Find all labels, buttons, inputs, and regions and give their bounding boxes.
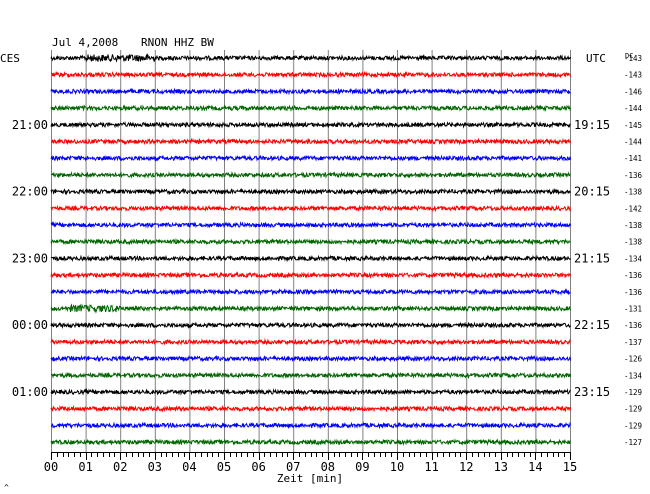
right-time-label: 22:15	[574, 318, 610, 332]
trace-row	[50, 254, 571, 263]
dc-offset-label: -136	[624, 271, 643, 280]
trace-row	[50, 204, 571, 213]
right-timezone-label: UTC	[586, 52, 606, 65]
trace-row	[50, 388, 571, 396]
x-tick-label: 03	[148, 460, 162, 474]
trace-row	[50, 337, 571, 346]
dc-offset-label: -145	[624, 121, 642, 130]
dc-offset-label: -134	[624, 254, 643, 263]
dc-offset-label: -144	[624, 138, 643, 147]
labels-layer: Jul 4,2008 RNON HHZ BW CES UTC DC Zeit […	[0, 36, 643, 492]
trace-row	[50, 137, 571, 146]
trace-row	[50, 303, 571, 314]
dc-offset-label: -127	[624, 438, 642, 447]
x-tick-label: 14	[528, 460, 542, 474]
right-time-label: 21:15	[574, 251, 610, 265]
trace-row	[50, 321, 571, 329]
dc-offset-label: -143	[624, 71, 642, 80]
trace-row	[51, 70, 571, 79]
right-time-label: 23:15	[574, 385, 610, 399]
left-time-label: 21:00	[12, 118, 48, 132]
dc-offset-label: -138	[624, 221, 643, 230]
dc-offset-label: -136	[624, 321, 643, 330]
x-tick-label: 05	[217, 460, 231, 474]
x-tick-label: 01	[78, 460, 92, 474]
grid-lines	[51, 50, 571, 452]
trace-row	[50, 187, 571, 196]
dc-offset-label: -141	[624, 154, 642, 163]
x-tick-label: 04	[182, 460, 196, 474]
right-time-label: 19:15	[574, 118, 610, 132]
seismic-traces	[50, 53, 571, 447]
x-tick-label: 08	[321, 460, 335, 474]
dc-offset-label: -138	[624, 238, 643, 247]
x-tick-label: 13	[494, 460, 508, 474]
dc-offset-label: -129	[624, 421, 642, 430]
trace-row	[50, 221, 571, 229]
left-time-label: 00:00	[12, 318, 48, 332]
dc-offset-label: -136	[624, 171, 643, 180]
x-tick-label: 06	[251, 460, 265, 474]
trace-row	[50, 53, 571, 63]
dc-offset-label: -129	[624, 388, 642, 397]
x-tick-label: 11	[424, 460, 438, 474]
x-tick-label: 00	[44, 460, 58, 474]
chart-station: RNON HHZ BW	[141, 36, 214, 49]
dc-offset-label: -138	[624, 188, 643, 197]
x-tick-label: 12	[459, 460, 473, 474]
dc-offset-label: -143	[624, 54, 642, 63]
x-axis: 00 01 02 03 04 05 06 07 08 09 10 11 12 13 14 15	[44, 452, 577, 474]
dc-offset-label: -136	[624, 288, 643, 297]
trace-row	[50, 104, 571, 112]
dc-offset-label: -144	[624, 104, 643, 113]
right-time-label: 20:15	[574, 185, 610, 199]
dc-offset-label: -126	[624, 355, 643, 364]
dc-offset-label: -129	[624, 405, 642, 414]
trace-row	[50, 421, 571, 430]
chart-date: Jul 4,2008	[52, 36, 118, 49]
x-tick-label: 02	[113, 460, 127, 474]
x-tick-label: 07	[286, 460, 300, 474]
trace-row	[50, 170, 571, 179]
trace-row	[50, 288, 571, 296]
dc-offset-label: -131	[624, 305, 642, 314]
dc-offset-label: -137	[624, 338, 642, 347]
x-tick-label: 10	[390, 460, 404, 474]
x-tick-label: 15	[563, 460, 577, 474]
left-time-label: 23:00	[12, 251, 48, 265]
trace-row	[50, 121, 571, 129]
left-timezone-label: CES	[0, 52, 20, 65]
dc-label: DC	[625, 52, 633, 60]
corner-mark: ^	[4, 483, 9, 492]
trace-row	[50, 438, 571, 447]
left-time-label: 01:00	[12, 385, 48, 399]
trace-row	[50, 354, 571, 363]
trace-row	[50, 371, 571, 380]
trace-row	[50, 87, 571, 96]
dc-offset-label: -146	[624, 87, 643, 96]
trace-row	[50, 271, 571, 280]
dc-offset-label: -142	[624, 204, 642, 213]
x-tick-label: 09	[355, 460, 369, 474]
trace-row	[50, 154, 571, 162]
trace-row	[50, 237, 571, 246]
left-time-label: 22:00	[12, 185, 48, 199]
dc-offset-label: -134	[624, 371, 643, 380]
x-axis-title: Zeit [min]	[277, 472, 343, 485]
trace-row	[50, 404, 571, 413]
